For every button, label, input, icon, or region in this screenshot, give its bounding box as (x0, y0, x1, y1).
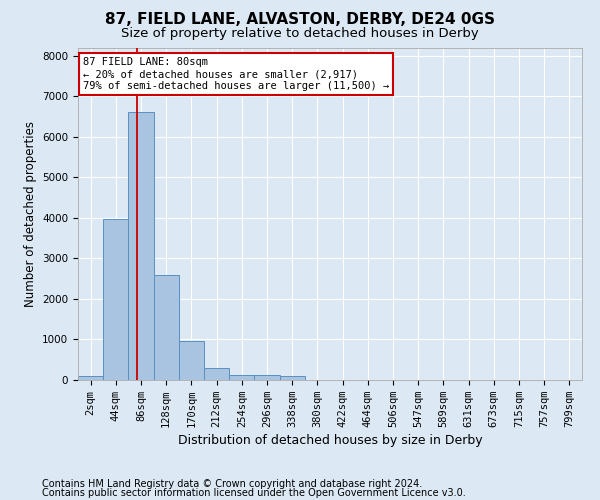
X-axis label: Distribution of detached houses by size in Derby: Distribution of detached houses by size … (178, 434, 482, 447)
Bar (280, 376, 305, 380)
Bar (229, 374, 254, 380)
Text: Contains public sector information licensed under the Open Government Licence v3: Contains public sector information licen… (42, 488, 466, 498)
Bar (179, 342, 204, 380)
Bar (204, 368, 229, 380)
Bar (154, 274, 179, 380)
Bar (128, 112, 154, 380)
Y-axis label: Number of detached properties: Number of detached properties (23, 120, 37, 306)
Bar (254, 374, 280, 380)
Text: Contains HM Land Registry data © Crown copyright and database right 2024.: Contains HM Land Registry data © Crown c… (42, 479, 422, 489)
Bar (103, 218, 128, 380)
Text: 87, FIELD LANE, ALVASTON, DERBY, DE24 0GS: 87, FIELD LANE, ALVASTON, DERBY, DE24 0G… (105, 12, 495, 28)
Bar (78, 376, 103, 380)
Text: Size of property relative to detached houses in Derby: Size of property relative to detached ho… (121, 28, 479, 40)
Text: 87 FIELD LANE: 80sqm
← 20% of detached houses are smaller (2,917)
79% of semi-de: 87 FIELD LANE: 80sqm ← 20% of detached h… (83, 58, 389, 90)
